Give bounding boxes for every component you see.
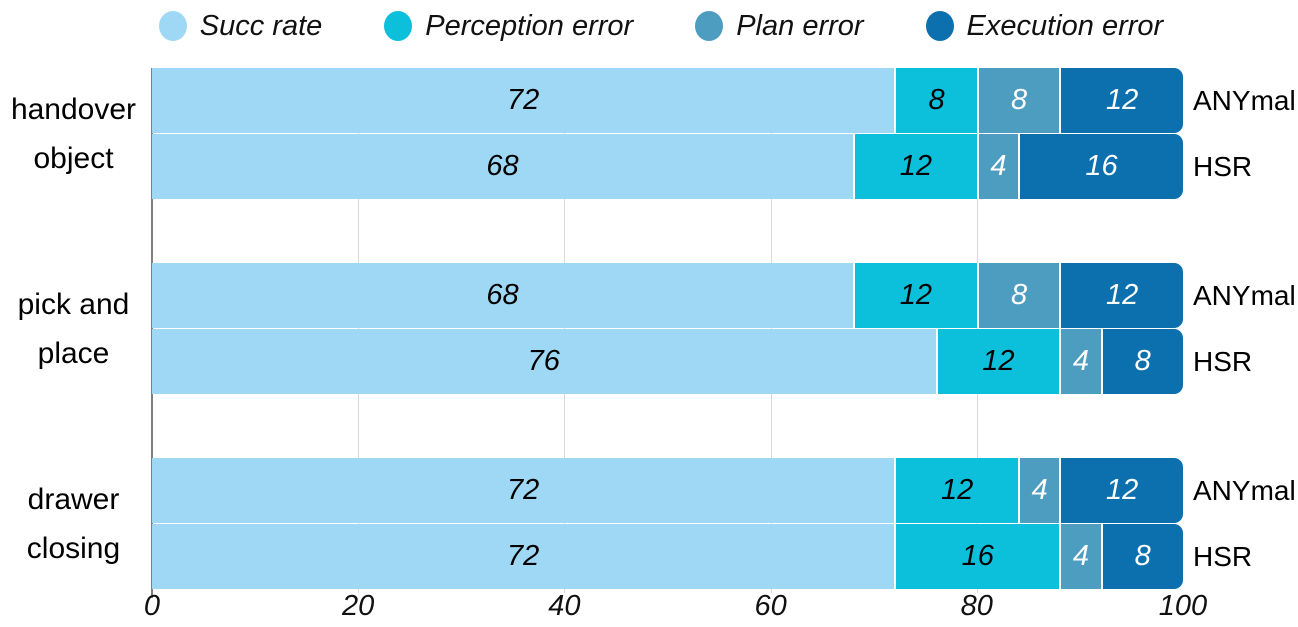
bar-value-label: 72 — [507, 540, 540, 572]
legend-item-1: Perception error — [384, 10, 633, 43]
bar-value-label: 12 — [1105, 474, 1139, 506]
bar-value-label: 4 — [1031, 474, 1048, 506]
bar-value-label: 8 — [928, 84, 945, 116]
bar-value-label: 8 — [1134, 540, 1151, 572]
bar-value-label: 12 — [1105, 279, 1139, 311]
x-tick-label: 60 — [754, 590, 787, 622]
bar-segment: 4 — [1059, 329, 1101, 394]
bar-value-label: 4 — [990, 150, 1007, 182]
bar-segment: 4 — [1018, 458, 1060, 523]
bar-value-label: 8 — [1010, 84, 1028, 116]
bar-segment: 68 — [152, 134, 854, 199]
legend-dot-icon — [158, 11, 187, 41]
legend-item-3: Execution error — [925, 9, 1164, 43]
legend-item-2: Plan error — [695, 9, 864, 43]
robot-label: ANYmal — [1193, 279, 1296, 311]
legend-label: Plan error — [736, 9, 864, 42]
bar-segment: 16 — [1018, 134, 1183, 199]
bar-segment: 8 — [976, 68, 1060, 133]
bar-row: 68 12 8 12 — [152, 263, 1183, 328]
bar-segment: 72 — [152, 458, 895, 523]
bar-value-label: 16 — [1085, 150, 1118, 182]
bar-value-label: 4 — [1072, 540, 1089, 572]
bar-segment: 4 — [1059, 524, 1101, 589]
x-tick-label: 40 — [548, 590, 581, 622]
x-tick-label: 100 — [1158, 590, 1208, 622]
robot-label: HSR — [1193, 150, 1253, 182]
bar-value-label: 16 — [961, 540, 994, 572]
bar-segment: 68 — [152, 263, 854, 328]
robot-label: ANYmal — [1193, 84, 1296, 116]
robot-label: HSR — [1193, 540, 1253, 572]
bar-row: 72 8 8 12 — [152, 68, 1183, 133]
x-tick-label: 80 — [960, 590, 993, 622]
category-line: closing — [26, 531, 121, 565]
bar-value-label: 8 — [1010, 279, 1028, 311]
x-tick-label: 0 — [143, 590, 161, 622]
bar-value-label: 4 — [1072, 345, 1089, 377]
robot-label: HSR — [1193, 345, 1253, 377]
legend-label: Execution error — [966, 9, 1164, 42]
bar-segment: 8 — [976, 263, 1060, 328]
bar-segment: 16 — [894, 524, 1060, 589]
bar-segment: 8 — [894, 68, 977, 133]
bar-value-label: 72 — [507, 84, 540, 116]
bar-segment: 12 — [1059, 68, 1183, 133]
bar-segment: 8 — [1100, 329, 1183, 394]
bar-segment: 12 — [1059, 263, 1183, 328]
robot-label: ANYmal — [1193, 474, 1296, 506]
bar-segment: 12 — [894, 458, 1019, 523]
bar-value-label: 12 — [941, 474, 974, 506]
bar-segment: 12 — [853, 263, 977, 328]
legend: Succ rate Perception error Plan error Execu… — [0, 4, 1298, 48]
bar-segment: 76 — [152, 329, 936, 394]
bar-value-label: 72 — [507, 474, 540, 506]
bar-value-label: 12 — [1105, 84, 1139, 116]
bar-segment: 8 — [1100, 524, 1183, 589]
legend-label: Succ rate — [199, 9, 323, 42]
bar-value-label: 68 — [486, 279, 519, 311]
bar-value-label: 12 — [899, 279, 933, 311]
category-line: object — [33, 141, 114, 175]
bar-segment: 72 — [152, 68, 895, 133]
legend-dot-icon — [925, 11, 954, 41]
bar-segment: 12 — [1059, 458, 1183, 523]
category-line: pick and — [17, 287, 130, 321]
category-line: handover — [10, 92, 137, 126]
bar-row: 72 12 4 12 — [152, 458, 1183, 523]
bar-segment: 4 — [976, 134, 1019, 199]
bar-segment: 72 — [152, 524, 895, 589]
legend-dot-icon — [384, 11, 413, 41]
category-line: drawer — [27, 482, 120, 516]
category-label: pick and place — [0, 263, 147, 394]
bar-segment: 12 — [935, 329, 1060, 394]
bar-value-label: 12 — [982, 345, 1015, 377]
x-tick-label: 20 — [342, 590, 375, 622]
category-label: handover object — [0, 68, 147, 199]
bar-value-label: 68 — [486, 150, 519, 182]
bar-row: 72 16 4 8 — [152, 524, 1183, 589]
category-line: place — [37, 336, 110, 370]
bar-value-label: 8 — [1134, 345, 1151, 377]
bar-row: 68 12 4 16 — [152, 134, 1183, 199]
legend-label: Perception error — [425, 9, 634, 42]
legend-item-0: Succ rate — [158, 9, 323, 43]
bar-row: 76 12 4 8 — [152, 329, 1183, 394]
bar-segment: 12 — [853, 134, 977, 199]
legend-dot-icon — [695, 11, 724, 41]
bar-value-label: 76 — [527, 345, 560, 377]
bar-value-label: 12 — [899, 150, 933, 182]
category-label: drawer closing — [0, 458, 147, 589]
